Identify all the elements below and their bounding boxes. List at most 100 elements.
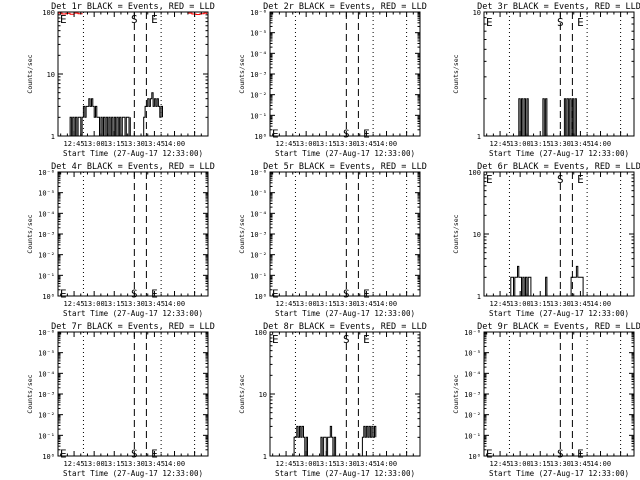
plot-frame — [269, 11, 421, 137]
start-marker: S — [343, 333, 350, 346]
y-tick-label: 100 — [42, 9, 55, 17]
plot-frame — [269, 331, 421, 457]
left-edge-marker: E — [486, 447, 493, 460]
y-tick-label: 10⁻¹ — [464, 432, 481, 440]
panel-det-4: Det 4r BLACK = Events, RED = LLD Counts/s… — [26, 162, 215, 318]
y-tick-label: 10⁻³ — [38, 231, 55, 239]
y-tick-label: 10⁻⁴ — [464, 370, 481, 378]
x-tick-label: 14:00 — [590, 460, 611, 468]
x-tick-label: 13:45 — [144, 140, 165, 148]
x-tick-label: 12:45 — [64, 300, 85, 308]
panel-title: Det 5r BLACK = Events, RED = LLD — [263, 162, 427, 172]
panel-det-1: Det 1r BLACK = Events, RED = LLD Counts/s… — [26, 2, 215, 158]
data-series-line — [517, 98, 529, 137]
data-series-line — [68, 98, 131, 137]
y-tick-label: 10⁻⁵ — [464, 350, 481, 358]
x-tick-label: 13:30 — [336, 140, 357, 148]
panel-title: Det 4r BLACK = Events, RED = LLD — [51, 162, 215, 172]
panel-det-8: Det 8r BLACK = Events, RED = LLD Counts/s… — [238, 322, 427, 478]
x-tick-label: 12:45 — [64, 140, 85, 148]
y-tick-label: 10⁻⁶ — [38, 329, 55, 337]
x-tick-label: 13:30 — [550, 460, 571, 468]
y-tick-label: 10⁻² — [250, 252, 267, 260]
y-tick-label: 10⁻⁵ — [250, 30, 267, 38]
y-tick-label: 10⁻⁴ — [250, 50, 267, 58]
y-axis-label: Counts/sec — [238, 374, 246, 413]
y-tick-label: 10 — [47, 71, 55, 79]
data-series-line — [187, 12, 208, 15]
y-tick-label: 100 — [254, 329, 267, 337]
y-axis-label: Counts/sec — [26, 214, 34, 253]
left-edge-marker: E — [486, 173, 493, 186]
x-axis-label: Start Time (27-Aug-17 12:33:00) — [489, 469, 629, 478]
y-tick-label: 10⁻² — [464, 412, 481, 420]
y-tick-label: 10⁻² — [38, 412, 55, 420]
x-tick-label: 13:30 — [550, 140, 571, 148]
plot-frame — [269, 171, 421, 297]
x-tick-label: 13:45 — [356, 300, 377, 308]
panel-det-2: Det 2r BLACK = Events, RED = LLD Counts/s… — [238, 2, 427, 158]
x-axis-label: Start Time (27-Aug-17 12:33:00) — [63, 149, 203, 158]
x-tick-label: 13:45 — [356, 140, 377, 148]
panel-det-3: Det 3r BLACK = Events, RED = LLD Counts/s… — [452, 2, 640, 158]
y-axis-label: Counts/sec — [452, 54, 460, 93]
left-edge-marker: E — [60, 13, 67, 26]
x-tick-label: 13:45 — [570, 460, 591, 468]
y-axis-label: Counts/sec — [26, 54, 34, 93]
x-tick-label: 14:00 — [590, 140, 611, 148]
panel-title: Det 8r BLACK = Events, RED = LLD — [263, 322, 427, 332]
left-edge-marker: E — [272, 333, 279, 346]
x-tick-label: 13:15 — [530, 300, 551, 308]
x-tick-label: 12:45 — [490, 300, 511, 308]
y-tick-label: 10⁻² — [38, 252, 55, 260]
x-tick-label: 12:45 — [64, 460, 85, 468]
panel-det-9: Det 9r BLACK = Events, RED = LLD Counts/s… — [452, 322, 640, 478]
y-tick-label: 10⁻¹ — [250, 112, 267, 120]
y-tick-label: 10 — [259, 391, 267, 399]
x-tick-label: 12:45 — [276, 300, 297, 308]
panel-title: Det 6r BLACK = Events, RED = LLD — [477, 162, 640, 172]
x-tick-label: 13:15 — [316, 300, 337, 308]
x-tick-label: 13:30 — [336, 460, 357, 468]
panel-title: Det 3r BLACK = Events, RED = LLD — [477, 2, 640, 12]
x-tick-label: 13:15 — [316, 460, 337, 468]
x-tick-label: 14:00 — [164, 140, 185, 148]
y-tick-label: 1 — [477, 133, 481, 141]
data-series-line — [142, 92, 163, 137]
x-axis-label: Start Time (27-Aug-17 12:33:00) — [63, 309, 203, 318]
end-marker: E — [363, 333, 370, 346]
y-tick-label: 100 — [468, 169, 481, 177]
x-axis-label: Start Time (27-Aug-17 12:33:00) — [275, 469, 415, 478]
x-tick-label: 12:45 — [490, 460, 511, 468]
y-axis-label: Counts/sec — [238, 54, 246, 93]
data-series-line — [563, 98, 577, 137]
x-tick-label: 13:00 — [296, 460, 317, 468]
end-marker: E — [577, 16, 584, 29]
x-tick-label: 14:00 — [164, 460, 185, 468]
x-tick-label: 13:00 — [510, 300, 531, 308]
panel-det-5: Det 5r BLACK = Events, RED = LLD Counts/s… — [238, 162, 427, 318]
x-tick-label: 13:00 — [296, 300, 317, 308]
y-tick-label: 10 — [473, 231, 481, 239]
x-tick-label: 14:00 — [376, 140, 397, 148]
y-tick-label: 10⁻⁶ — [38, 169, 55, 177]
x-tick-label: 13:15 — [530, 460, 551, 468]
x-axis-label: Start Time (27-Aug-17 12:33:00) — [489, 149, 629, 158]
left-edge-marker: E — [486, 16, 493, 29]
panel-title: Det 1r BLACK = Events, RED = LLD — [51, 2, 215, 12]
plot-frame — [57, 171, 209, 297]
x-tick-label: 13:00 — [510, 140, 531, 148]
y-tick-label: 10⁻⁵ — [250, 190, 267, 198]
x-tick-label: 13:15 — [104, 460, 125, 468]
y-tick-label: 10⁻² — [250, 92, 267, 100]
x-tick-label: 13:45 — [356, 460, 377, 468]
end-marker: E — [151, 13, 158, 26]
y-tick-label: 10⁻⁴ — [250, 210, 267, 218]
y-tick-label: 10 — [473, 9, 481, 17]
x-axis-label: Start Time (27-Aug-17 12:33:00) — [489, 309, 629, 318]
plot-frame — [483, 331, 635, 457]
plot-frame — [483, 171, 635, 297]
x-tick-label: 13:45 — [144, 460, 165, 468]
y-tick-label: 1 — [51, 133, 55, 141]
